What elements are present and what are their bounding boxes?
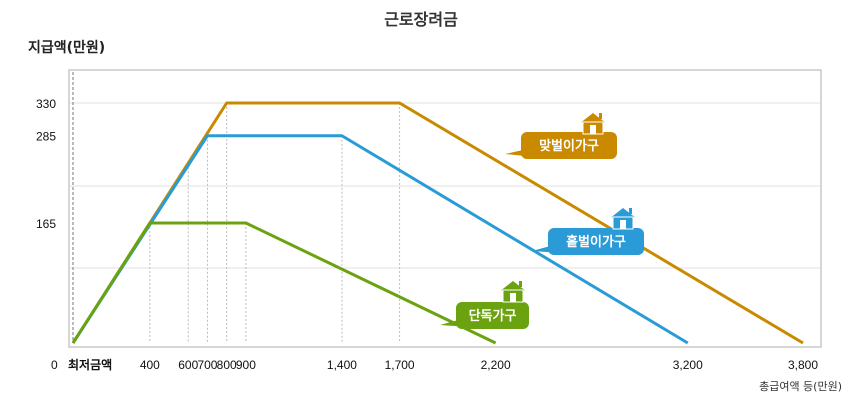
x-tick-labels: 최저금액 400 600 700 800 900 1,400 1,700 2,200 3,200 3… xyxy=(68,357,818,372)
legend-badge-1: 홑벌이가구 xyxy=(532,206,644,255)
chart-title: 근로장려금 xyxy=(384,10,458,29)
y-tick-labels: 0 165 285 330 xyxy=(36,97,58,372)
badge-box xyxy=(548,228,644,255)
x-tick-label: 2,200 xyxy=(481,358,511,372)
x-tick-label: 3,800 xyxy=(788,358,818,372)
x-axis-label: 총급여액 등(만원) xyxy=(759,380,842,393)
badge-box xyxy=(456,302,529,329)
house-icon xyxy=(496,279,530,303)
x-tick-label: 1,700 xyxy=(385,358,415,372)
badge-box xyxy=(521,132,617,159)
legend-label: 맞벌이가구 xyxy=(539,138,599,154)
house-icon xyxy=(606,206,640,230)
legend-badge-0: 맞벌이가구 xyxy=(505,111,617,159)
grid-layer xyxy=(70,72,820,343)
legend-label: 단독가구 xyxy=(469,308,517,324)
legend-badge-2: 단독가구 xyxy=(440,279,530,329)
x-tick-label: 400 xyxy=(140,358,160,372)
plot-frame xyxy=(68,69,822,348)
legend-label: 홑벌이가구 xyxy=(566,234,626,250)
x-tick-label: 600 xyxy=(178,358,198,372)
y-tick-label: 0 xyxy=(51,358,58,372)
x-tick-label: 900 xyxy=(236,358,256,372)
house-icon xyxy=(576,111,610,135)
series-line-2 xyxy=(71,221,497,345)
x-tick-label: 800 xyxy=(217,358,237,372)
x-tick-label: 700 xyxy=(197,358,217,372)
x-tick-label: 최저금액 xyxy=(68,357,112,372)
y-tick-label: 330 xyxy=(36,97,56,111)
x-tick-label: 1,400 xyxy=(327,358,357,372)
y-tick-label: 285 xyxy=(36,130,56,144)
y-tick-label: 165 xyxy=(36,217,56,231)
series-layer xyxy=(71,101,804,345)
x-tick-label: 3,200 xyxy=(673,358,703,372)
y-axis-label: 지급액(만원) xyxy=(28,39,105,56)
